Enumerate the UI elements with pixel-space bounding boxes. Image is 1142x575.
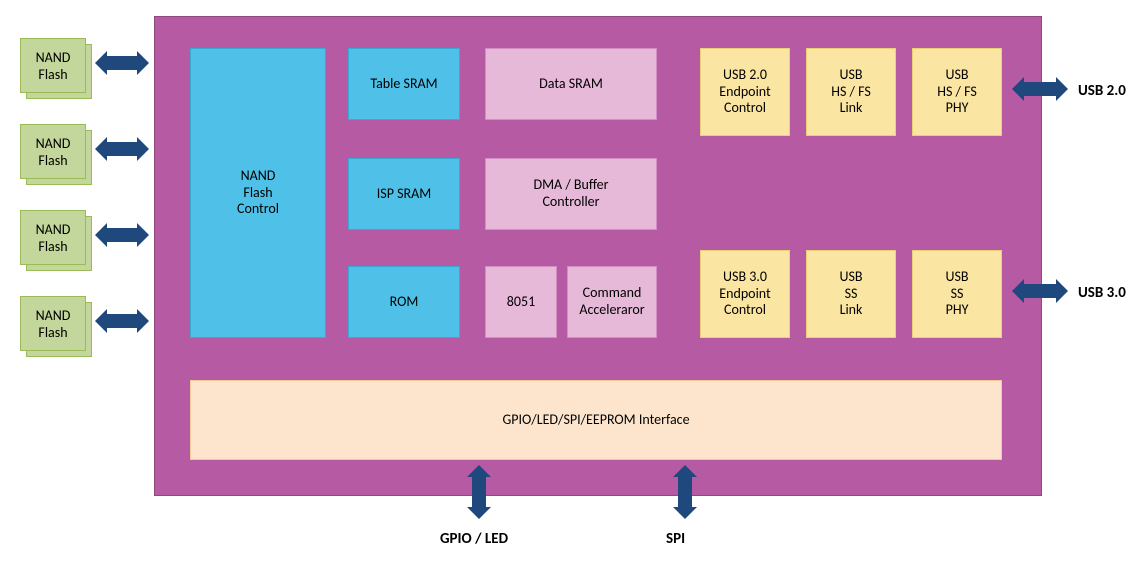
usb20-block-0: USB 2.0EndpointControl: [700, 48, 790, 136]
nand-flash-control: NANDFlashControl: [190, 48, 326, 338]
memory-block-2: ROM: [348, 266, 460, 338]
arrow-nand-0: [95, 51, 149, 75]
usb20-block-1: USBHS / FSLink: [806, 48, 896, 136]
arrow-usb20: [1012, 77, 1068, 101]
arrow-gpio-led: [467, 465, 491, 519]
arrow-nand-2: [95, 223, 149, 247]
nand-flash-1: NANDFlash: [20, 124, 86, 179]
usb30-block-2: USBSSPHY: [912, 250, 1002, 338]
memory-block-1: ISP SRAM: [348, 158, 460, 230]
arrow-usb30: [1012, 279, 1068, 303]
usb30-block-0: USB 3.0EndpointControl: [700, 250, 790, 338]
usb20-block-2: USBHS / FSPHY: [912, 48, 1002, 136]
arrow-spi: [673, 465, 697, 519]
label-usb20: USB 2.0: [1078, 82, 1126, 100]
cpu-8051: 8051: [485, 266, 557, 338]
nand-flash-3-front: NANDFlash: [20, 296, 86, 351]
gpio-interface-bar: GPIO/LED/SPI/EEPROM Interface: [190, 380, 1002, 460]
nand-flash-0-front: NANDFlash: [20, 38, 86, 93]
arrow-nand-1: [95, 137, 149, 161]
arrow-nand-3: [95, 309, 149, 333]
label-gpio-led: GPIO / LED: [440, 530, 508, 548]
memory-block-0: Table SRAM: [348, 48, 460, 120]
nand-flash-2-front: NANDFlash: [20, 210, 86, 265]
command-accelerator: CommandAcceleraror: [567, 266, 657, 338]
nand-flash-0: NANDFlash: [20, 38, 86, 93]
label-usb30: USB 3.0: [1078, 284, 1126, 302]
data-sram: Data SRAM: [485, 48, 657, 120]
nand-flash-3: NANDFlash: [20, 296, 86, 351]
usb30-block-1: USBSSLink: [806, 250, 896, 338]
nand-flash-1-front: NANDFlash: [20, 124, 86, 179]
nand-flash-2: NANDFlash: [20, 210, 86, 265]
label-spi: SPI: [666, 530, 685, 548]
dma-buffer-controller: DMA / BufferController: [485, 158, 657, 230]
